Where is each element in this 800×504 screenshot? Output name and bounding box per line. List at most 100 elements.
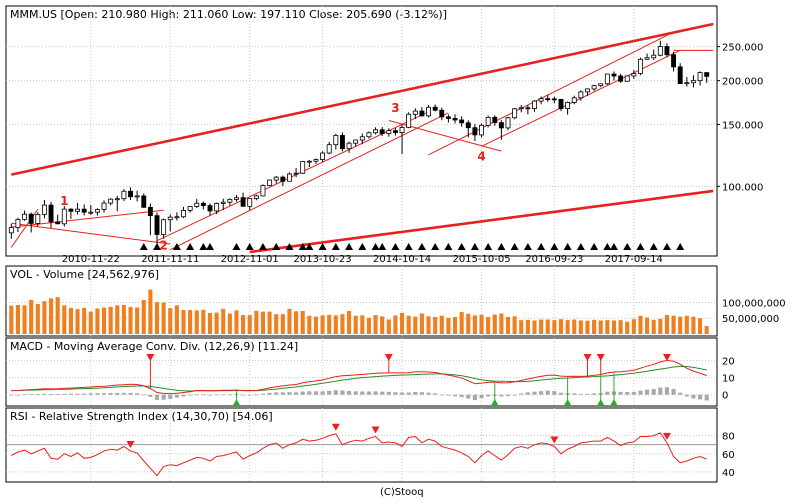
- candle-up: [41, 204, 47, 215]
- volume-bar: [525, 319, 530, 334]
- macd-buy-marker: [563, 399, 572, 406]
- volume-bar: [671, 315, 676, 334]
- volume-bar: [691, 316, 696, 334]
- macd-histogram-bar: [439, 394, 444, 396]
- macd-buy-marker: [609, 399, 618, 406]
- wave-label: 1: [60, 194, 68, 208]
- volume-bar: [419, 313, 424, 334]
- macd-histogram-bar: [88, 393, 93, 395]
- volume-bar: [572, 319, 577, 334]
- macd-histogram-bar: [168, 394, 173, 400]
- candle-up: [333, 135, 339, 146]
- volume-bar: [62, 305, 67, 334]
- signal-triangle: [609, 243, 618, 250]
- candle-up: [532, 100, 537, 109]
- candle-down: [492, 116, 498, 123]
- volume-panel-frame: [5, 265, 718, 337]
- macd-tick-label: 20: [722, 357, 735, 368]
- volume-panel-title: VOL - Volume [24,562,976]: [10, 268, 159, 281]
- price-panel-frame: [5, 5, 718, 257]
- signal-triangle: [590, 243, 599, 250]
- macd-histogram-bar: [267, 392, 272, 395]
- macd-histogram-bar: [320, 391, 325, 395]
- macd-histogram-bar: [684, 394, 689, 397]
- candle-up: [604, 73, 610, 85]
- volume-tick-label: 100,000,000: [722, 298, 786, 309]
- macd-histogram-bar: [479, 394, 484, 399]
- volume-bar: [274, 314, 279, 334]
- price-tick-label: 200.000: [722, 77, 763, 88]
- macd-histogram-bar: [48, 394, 54, 395]
- volume-bar: [221, 308, 226, 334]
- signal-triangle: [444, 243, 453, 250]
- volume-tick-label: 50,000,000: [722, 314, 779, 325]
- trendline: [11, 22, 714, 176]
- candle-up: [373, 129, 379, 134]
- wave-label: 3: [391, 101, 399, 115]
- candle-up: [287, 173, 292, 182]
- candle-down: [200, 202, 206, 207]
- signal-triangle: [603, 243, 612, 250]
- candle-down: [452, 118, 458, 121]
- macd-histogram-bar: [452, 394, 458, 397]
- candle-up: [114, 198, 120, 201]
- candle-down: [664, 46, 670, 56]
- trendline: [428, 31, 674, 156]
- candle-down: [147, 206, 153, 217]
- candle-up: [273, 176, 279, 181]
- signal-triangle: [470, 243, 479, 250]
- candle-up: [386, 130, 392, 135]
- signal-triangle: [457, 243, 466, 250]
- macd-buy-marker: [596, 399, 605, 406]
- price-grid: 100.000 150.000 200.000 250.000: [6, 43, 763, 193]
- macd-histogram-bar: [545, 390, 550, 395]
- candle-up: [121, 190, 127, 200]
- volume-bar: [539, 319, 544, 334]
- macd-histogram-bar: [433, 393, 438, 395]
- signal-triangle: [537, 243, 546, 250]
- candle-up: [518, 107, 524, 110]
- macd-histogram-bar: [22, 394, 27, 396]
- macd-histogram-bar: [459, 394, 464, 398]
- candle-up: [313, 159, 319, 162]
- volume-bar: [565, 320, 570, 334]
- signal-triangle: [153, 243, 162, 250]
- copyright-footer: (C)Stooq: [380, 487, 424, 498]
- macd-histogram-bar: [691, 394, 696, 399]
- volume-bar: [300, 310, 305, 334]
- macd-histogram-bar: [499, 394, 504, 397]
- candle-down: [545, 98, 551, 101]
- volume-bar: [188, 310, 193, 334]
- candle-up: [585, 88, 590, 93]
- volume-bar: [194, 310, 199, 334]
- candle-up: [578, 91, 584, 99]
- volume-bar: [234, 310, 239, 334]
- signal-markers: [139, 243, 685, 250]
- volume-bar: [505, 316, 511, 334]
- macd-tick-label: 0: [722, 391, 728, 402]
- macd-histogram-bar: [300, 391, 305, 395]
- volume-bar: [35, 304, 40, 334]
- macd-histogram-bar: [247, 394, 252, 396]
- macd-histogram-bar: [75, 393, 80, 395]
- volume-bar: [201, 309, 206, 334]
- volume-bar: [558, 319, 564, 334]
- macd-panel: MACD - Moving Average Conv. Div. (12,26,…: [5, 337, 718, 407]
- signal-triangle: [563, 243, 572, 250]
- volume-bar: [651, 319, 656, 334]
- candle-up: [101, 202, 107, 210]
- candle-up: [624, 75, 630, 82]
- macd-histogram-bar: [82, 393, 87, 395]
- volume-bar: [333, 315, 338, 334]
- candle-up: [194, 202, 200, 207]
- candle-up: [485, 116, 491, 126]
- volume-bar: [307, 315, 312, 334]
- candle-up: [571, 97, 577, 103]
- candle-up: [644, 57, 650, 60]
- macd-histogram-bar: [406, 392, 411, 395]
- volume-bar: [254, 310, 259, 334]
- candle-up: [234, 197, 239, 200]
- macd-panel-title: MACD - Moving Average Conv. Div. (12,26,…: [10, 340, 298, 353]
- volume-bar: [479, 314, 484, 334]
- candle-down: [551, 98, 557, 101]
